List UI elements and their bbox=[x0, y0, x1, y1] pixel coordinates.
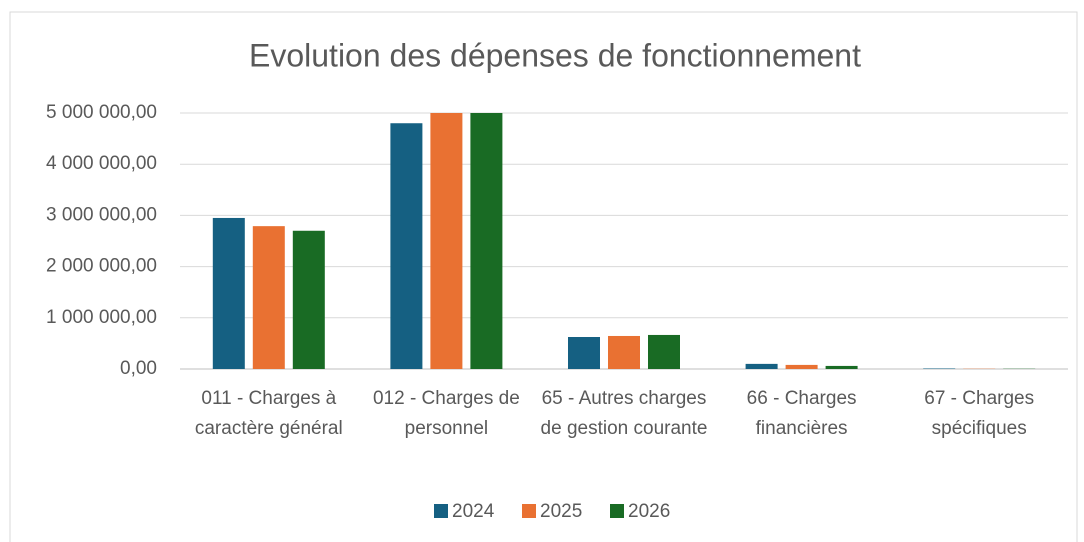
bar bbox=[252, 226, 285, 369]
y-tick-label: 5 000 000,00 bbox=[46, 102, 157, 123]
bar bbox=[292, 230, 325, 369]
bar bbox=[785, 364, 818, 369]
legend-swatch bbox=[610, 504, 624, 518]
chart-frame bbox=[9, 11, 1078, 542]
legend-label: 2025 bbox=[540, 501, 582, 522]
bar bbox=[825, 365, 858, 369]
y-tick-label: 2 000 000,00 bbox=[46, 256, 157, 277]
legend-swatch bbox=[434, 504, 448, 518]
chart-title: Evolution des dépenses de fonctionnement bbox=[249, 37, 861, 73]
legend-label: 2024 bbox=[452, 501, 495, 522]
y-tick-label: 4 000 000,00 bbox=[46, 153, 157, 174]
x-tick-label: 012 - Charges de personnel bbox=[372, 388, 520, 439]
legend-swatch bbox=[522, 504, 536, 518]
bar bbox=[923, 368, 956, 369]
bar bbox=[608, 335, 640, 369]
y-tick-label: 1 000 000,00 bbox=[46, 307, 157, 328]
bar bbox=[430, 113, 463, 369]
bar bbox=[390, 123, 423, 370]
bar bbox=[648, 334, 680, 369]
legend-label: 2026 bbox=[628, 501, 670, 522]
y-tick-label: 0,00 bbox=[120, 358, 157, 379]
bar bbox=[470, 113, 503, 369]
bar bbox=[568, 337, 600, 369]
x-tick-label: 67 - Charges spécifiques bbox=[924, 388, 1035, 439]
x-tick-label: 011 - Charges à caractère général bbox=[194, 388, 343, 439]
x-tick-label: 66 - Charges financières bbox=[746, 388, 857, 439]
x-tick-label: 65 - Autres charges de gestion courante bbox=[540, 388, 708, 439]
bar bbox=[745, 363, 778, 369]
y-tick-label: 3 000 000,00 bbox=[46, 204, 157, 225]
bar bbox=[212, 217, 245, 369]
